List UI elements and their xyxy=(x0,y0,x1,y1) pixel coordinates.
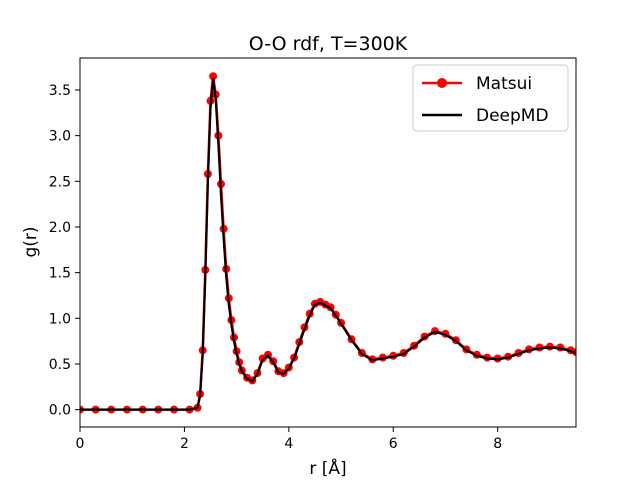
y-tick-label: 0.0 xyxy=(49,403,71,419)
x-tick-label: 2 xyxy=(180,436,189,452)
y-tick-label: 0.5 xyxy=(49,357,71,373)
y-tick-label: 1.5 xyxy=(49,266,71,282)
legend-label-matsui: Matsui xyxy=(476,74,532,94)
x-tick-label: 8 xyxy=(493,436,502,452)
x-tick-label: 0 xyxy=(76,436,85,452)
y-tick-label: 3.0 xyxy=(49,129,71,145)
y-axis-label: g(r) xyxy=(21,226,41,257)
x-axis-ticks: 0 2 4 6 8 xyxy=(76,427,502,452)
x-axis-label: r [Å] xyxy=(309,457,346,479)
legend-label-deepmd: DeepMD xyxy=(476,106,549,126)
legend-marker-matsui xyxy=(437,78,447,88)
series-layer xyxy=(80,72,576,414)
plot-frame xyxy=(79,57,577,428)
chart-title: O-O rdf, T=300K xyxy=(249,33,408,55)
y-axis-ticks: 0.0 0.5 1.0 1.5 2.0 2.5 3.0 3.5 xyxy=(49,83,80,419)
series-line-deepmd xyxy=(80,77,576,411)
y-tick-label: 1.0 xyxy=(49,311,71,327)
y-tick-label: 2.5 xyxy=(49,174,71,190)
legend: Matsui DeepMD xyxy=(412,64,569,132)
y-tick-label: 2.0 xyxy=(49,220,71,236)
x-tick-label: 6 xyxy=(389,436,398,452)
y-tick-label: 3.5 xyxy=(49,83,71,99)
data-point-matsui xyxy=(209,72,218,81)
x-tick-label: 4 xyxy=(284,436,293,452)
